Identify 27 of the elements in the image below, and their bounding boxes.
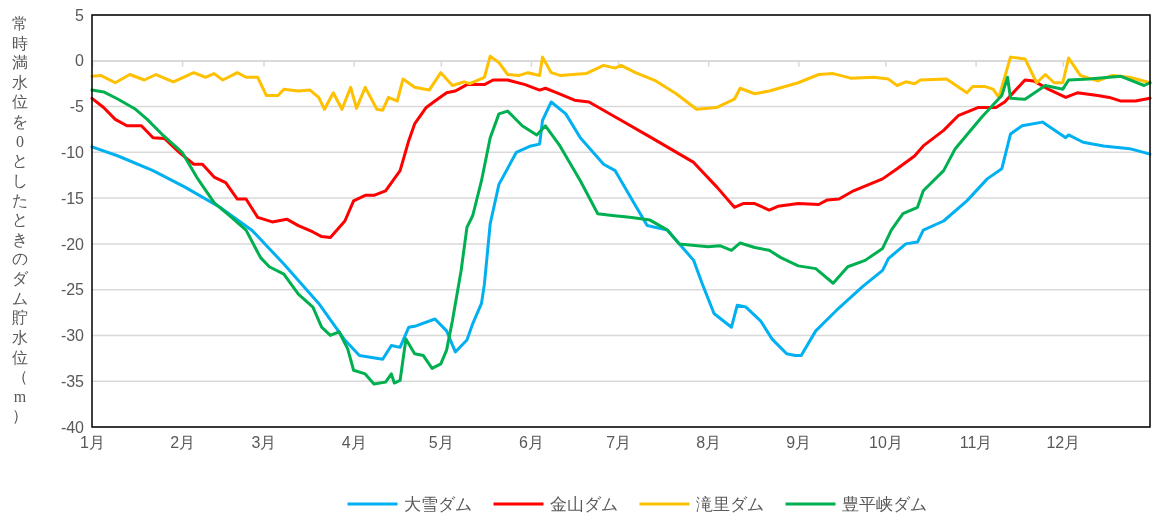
legend-label: 金山ダム: [549, 495, 618, 514]
legend-label: 豊平峡ダム: [841, 495, 927, 514]
legend-label: 滝里ダム: [695, 495, 764, 514]
legend-label: 大雪ダム: [403, 495, 472, 514]
y-tick-label: -5: [69, 98, 85, 116]
x-tick-label: 12月: [1046, 434, 1081, 452]
x-tick-label: 7月: [606, 434, 632, 452]
y-tick-label: 0: [75, 52, 85, 70]
x-tick-label: 8月: [696, 434, 722, 452]
x-tick-label: 6月: [518, 434, 544, 452]
x-tick-label: 9月: [786, 434, 812, 452]
y-tick-label: -40: [60, 418, 85, 436]
y-tick-label: -30: [60, 327, 85, 345]
x-tick-label: 10月: [869, 434, 903, 452]
y-tick-label: -10: [60, 143, 85, 161]
x-tick-label: 3月: [251, 434, 277, 452]
y-tick-label: -35: [60, 372, 85, 390]
x-tick-label: 1月: [80, 434, 105, 452]
text: 常時満水位を0としたときのダム貯水位（m）: [12, 15, 28, 425]
x-tick-label: 11月: [959, 434, 993, 452]
y-tick-label: -20: [60, 235, 85, 253]
x-tick-label: 5月: [428, 434, 454, 452]
y-tick-label: -25: [60, 281, 85, 299]
y-tick-label: 5: [75, 6, 85, 24]
x-tick-label: 2月: [170, 434, 196, 452]
y-tick-label: -15: [60, 189, 85, 207]
x-tick-label: 4月: [341, 434, 367, 452]
